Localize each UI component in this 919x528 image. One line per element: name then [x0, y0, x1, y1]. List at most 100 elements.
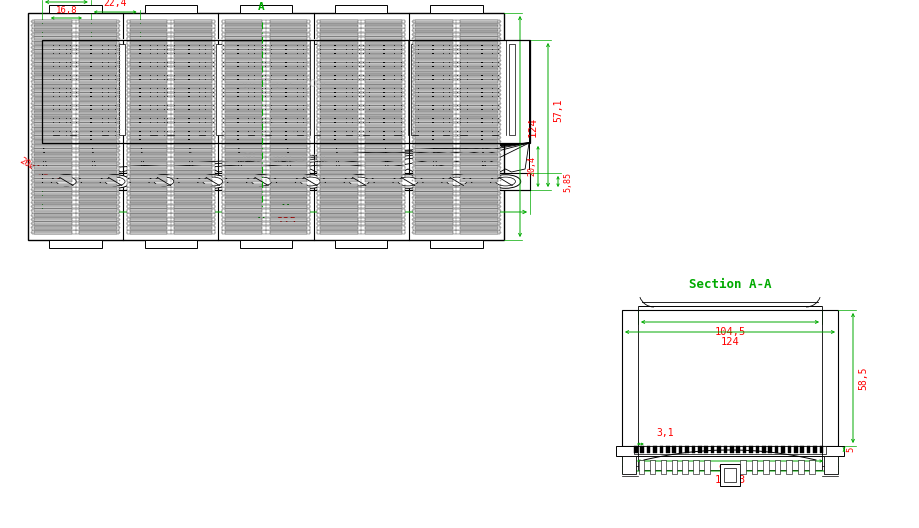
Bar	[127, 71, 214, 75]
Bar	[460, 124, 497, 126]
Bar	[317, 179, 404, 182]
Bar	[364, 80, 402, 83]
Bar	[812, 446, 816, 453]
Bar	[32, 24, 119, 27]
Bar	[79, 110, 117, 113]
Ellipse shape	[344, 175, 374, 188]
Bar	[32, 153, 119, 157]
Ellipse shape	[252, 177, 271, 186]
Bar	[460, 192, 497, 195]
Bar	[222, 170, 310, 174]
Bar	[412, 200, 500, 204]
Bar	[320, 37, 357, 40]
Bar	[412, 183, 500, 187]
Bar	[174, 80, 211, 83]
Bar	[127, 67, 214, 71]
Bar	[364, 119, 402, 122]
Bar	[269, 102, 307, 105]
Bar	[224, 33, 262, 36]
Bar	[79, 29, 117, 31]
Bar	[335, 5, 387, 13]
Bar	[32, 115, 119, 118]
Bar	[127, 54, 214, 58]
Bar	[199, 44, 205, 135]
Bar	[412, 187, 500, 191]
Bar	[364, 50, 402, 53]
Bar	[174, 192, 211, 195]
Bar	[247, 44, 254, 135]
Bar	[127, 59, 214, 62]
Bar	[32, 33, 119, 36]
Bar	[414, 227, 452, 229]
Bar	[79, 158, 117, 161]
Bar	[79, 46, 117, 49]
Text: 57,1: 57,1	[552, 98, 562, 122]
Bar	[414, 110, 452, 113]
Bar	[130, 42, 167, 44]
Bar	[412, 24, 500, 27]
Bar	[412, 119, 500, 122]
Bar	[460, 20, 497, 23]
Bar	[414, 29, 452, 31]
Bar	[79, 93, 117, 96]
Bar	[222, 89, 310, 92]
Ellipse shape	[56, 177, 76, 186]
Bar	[362, 44, 369, 135]
Bar	[320, 20, 357, 23]
Bar	[222, 162, 310, 165]
Bar	[32, 71, 119, 75]
Bar	[412, 205, 500, 208]
Bar	[224, 149, 262, 152]
Bar	[222, 196, 310, 200]
Text: 124: 124	[528, 116, 538, 137]
Bar	[797, 460, 803, 474]
Bar	[320, 218, 357, 221]
Bar	[269, 175, 307, 177]
Bar	[414, 205, 452, 208]
Bar	[79, 106, 117, 109]
Bar	[224, 201, 262, 203]
Bar	[414, 89, 452, 91]
Bar	[174, 89, 211, 91]
Bar	[269, 76, 307, 79]
Bar	[79, 55, 117, 57]
Bar	[412, 54, 500, 58]
Bar	[127, 33, 214, 36]
Bar	[739, 460, 745, 474]
Bar	[32, 196, 119, 200]
Bar	[32, 106, 119, 109]
Bar	[130, 145, 167, 147]
Bar	[317, 157, 404, 161]
Bar	[317, 209, 404, 212]
Bar	[633, 446, 825, 454]
Bar	[144, 240, 197, 248]
Bar	[127, 170, 214, 174]
Bar	[174, 106, 211, 109]
Bar	[224, 42, 262, 44]
Bar	[222, 127, 310, 131]
Bar	[414, 85, 452, 87]
Bar	[412, 196, 500, 200]
Bar	[222, 33, 310, 36]
Bar	[414, 231, 452, 233]
Bar	[130, 29, 167, 31]
Ellipse shape	[490, 175, 520, 188]
Bar	[32, 37, 119, 41]
Bar	[222, 136, 310, 139]
Bar	[32, 175, 119, 178]
Bar	[460, 93, 497, 96]
Bar	[317, 200, 404, 204]
Bar	[174, 76, 211, 79]
Bar	[174, 25, 211, 27]
Bar	[174, 128, 211, 130]
Bar	[34, 115, 72, 117]
Bar	[127, 153, 214, 157]
Bar	[174, 175, 211, 177]
Bar	[317, 101, 404, 105]
Ellipse shape	[441, 175, 471, 188]
Bar	[430, 240, 482, 248]
Bar	[222, 54, 310, 58]
Bar	[412, 127, 500, 131]
Bar	[412, 115, 500, 118]
Bar	[224, 166, 262, 169]
